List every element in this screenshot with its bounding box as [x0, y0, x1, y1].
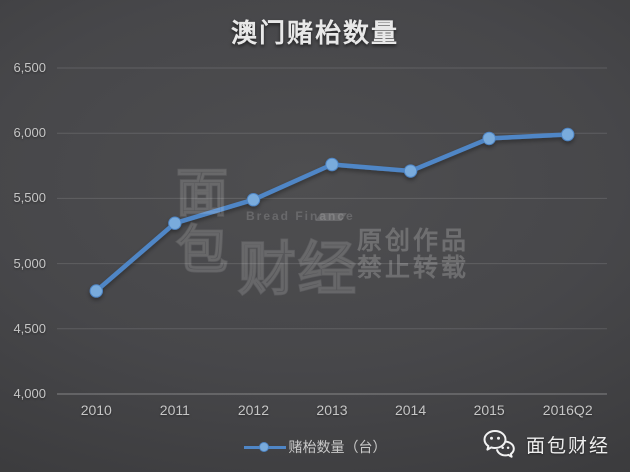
- x-tick-label: 2014: [394, 402, 427, 418]
- line-series: [89, 127, 575, 298]
- y-tick-label: 4,500: [13, 320, 46, 336]
- x-tick-label: 2015: [473, 402, 505, 418]
- wechat-footer: 面包财经: [480, 425, 610, 463]
- wechat-icon: [483, 430, 515, 458]
- data-point: [89, 284, 103, 298]
- x-tick-label: 2016Q2: [542, 402, 593, 418]
- wechat-account-name: 面包财经: [526, 435, 611, 457]
- chart-title: 澳门赌枱数量: [230, 18, 399, 48]
- gridlines: [57, 67, 607, 395]
- legend-line-marker-icon: [243, 440, 286, 454]
- legend-label: 赌枱数量（台）: [288, 439, 387, 455]
- x-tick-label: 2013: [316, 402, 348, 418]
- data-point: [482, 131, 496, 146]
- data-point: [403, 164, 418, 178]
- y-tick-label: 6,500: [13, 60, 46, 75]
- y-tick-label: 5,000: [13, 255, 46, 271]
- y-tick-label: 6,000: [13, 125, 46, 141]
- data-point: [168, 216, 182, 230]
- data-point: [561, 127, 575, 142]
- legend: 赌枱数量（台）: [0, 437, 630, 457]
- y-tick-label: 4,000: [13, 386, 46, 401]
- x-tick-label: 2012: [237, 402, 269, 418]
- x-tick-label: 2011: [159, 402, 190, 418]
- y-tick-label: 5,500: [13, 190, 46, 206]
- data-point: [325, 157, 339, 172]
- data-point: [246, 193, 261, 207]
- x-tick-label: 2010: [80, 402, 112, 418]
